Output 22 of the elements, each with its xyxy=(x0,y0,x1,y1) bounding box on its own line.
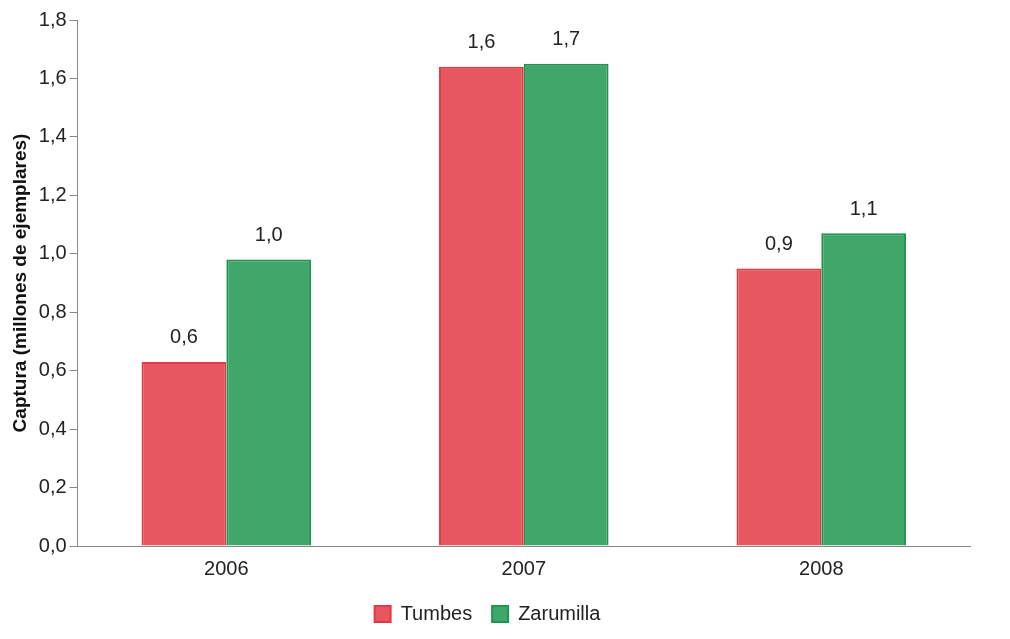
y-tick-label: 1,0 xyxy=(38,241,67,264)
y-tick-label: 1,4 xyxy=(38,124,67,147)
y-tick-label: 1,2 xyxy=(38,182,67,205)
y-tick-label: 1,6 xyxy=(38,65,67,88)
data-label: 0,6 xyxy=(170,325,198,348)
x-tick-label: 2008 xyxy=(799,556,844,579)
y-axis-title: Captura (millones de ejemplares) xyxy=(8,133,30,433)
y-tick-label: 1,8 xyxy=(38,7,67,30)
data-label: 0,9 xyxy=(764,231,793,254)
y-tick-label: 0,4 xyxy=(38,416,67,439)
x-tick-label: 2007 xyxy=(501,556,547,579)
legend-label: Tumbes xyxy=(400,601,473,624)
y-tick-label: 0,8 xyxy=(38,299,67,322)
y-tick-label: 0,2 xyxy=(38,475,67,498)
y-tick-label: 0,6 xyxy=(38,358,67,381)
data-label: 1,7 xyxy=(552,27,581,50)
y-tick-label: 0,0 xyxy=(38,533,67,556)
legend-label: Zarumilla xyxy=(518,601,602,624)
data-label: 1,0 xyxy=(254,223,283,246)
x-tick-label: 2006 xyxy=(204,556,249,579)
data-label: 1,1 xyxy=(849,196,878,219)
data-label: 1,6 xyxy=(467,30,496,53)
